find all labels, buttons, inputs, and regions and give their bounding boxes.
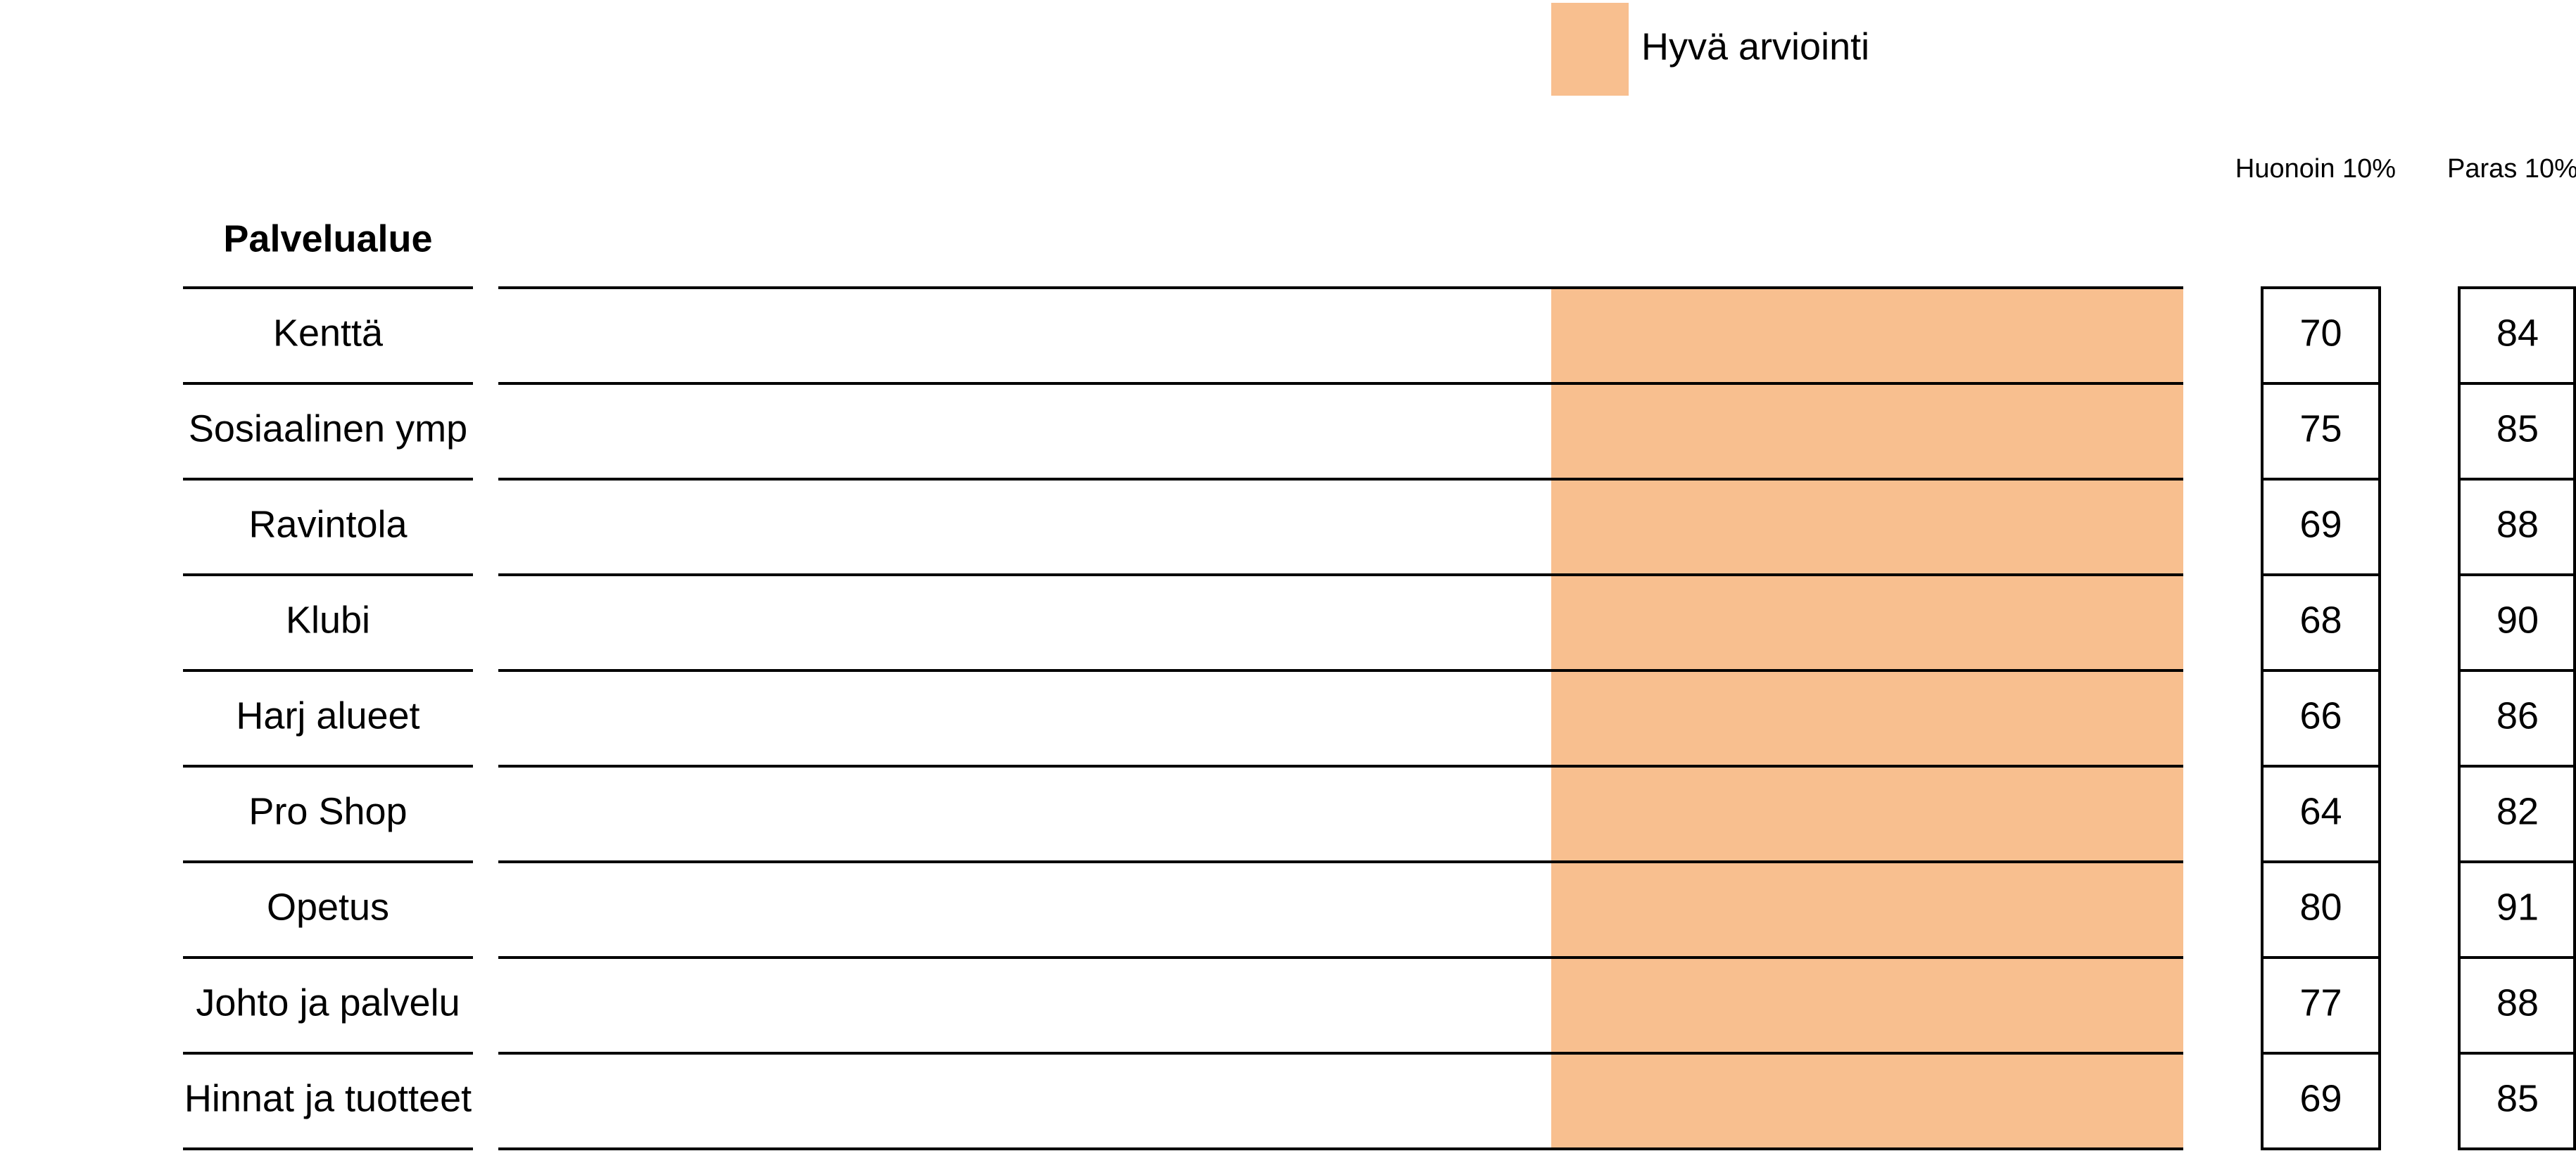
best-value: 82 [2496, 790, 2539, 832]
worst-value: 80 [2299, 886, 2342, 928]
row-label: Sosiaalinen ymp [189, 407, 467, 450]
row-label: Harj alueet [236, 694, 419, 737]
worst-column-box [2261, 286, 2381, 1150]
row-label: Johto ja palvelu [196, 981, 460, 1024]
column-header-best: Paras 10% [2447, 154, 2576, 184]
best-value: 88 [2496, 503, 2539, 545]
legend-swatch [1551, 3, 1629, 96]
worst-value: 64 [2299, 790, 2342, 832]
worst-value: 70 [2299, 312, 2342, 354]
worst-value: 66 [2299, 694, 2342, 737]
column-header-worst: Huonoin 10% [2235, 154, 2396, 184]
rows-group: Kenttä 70 84 Sosiaalinen ymp 75 85 Ravintola 69… [183, 286, 2576, 1150]
best-value: 84 [2496, 312, 2539, 354]
row-label: Klubi [286, 599, 370, 641]
row-header: Palvelualue [223, 217, 432, 260]
row-label: Opetus [267, 886, 389, 928]
worst-value: 69 [2299, 503, 2342, 545]
worst-value: 75 [2299, 407, 2342, 450]
best-value: 88 [2496, 981, 2539, 1024]
best-column-box [2458, 286, 2576, 1150]
legend-label: Hyvä arviointi [1641, 25, 1869, 68]
row-label: Ravintola [248, 503, 408, 545]
good-rating-band [1551, 288, 2183, 1149]
worst-value: 77 [2299, 981, 2342, 1024]
best-value: 86 [2496, 694, 2539, 737]
best-value: 91 [2496, 886, 2539, 928]
worst-value: 68 [2299, 599, 2342, 641]
row-label: Kenttä [273, 312, 384, 354]
best-value: 85 [2496, 407, 2539, 450]
row-label: Hinnat ja tuotteet [184, 1077, 472, 1119]
best-value: 90 [2496, 599, 2539, 641]
row-label: Pro Shop [248, 790, 407, 832]
worst-value: 69 [2299, 1077, 2342, 1119]
best-value: 85 [2496, 1077, 2539, 1119]
